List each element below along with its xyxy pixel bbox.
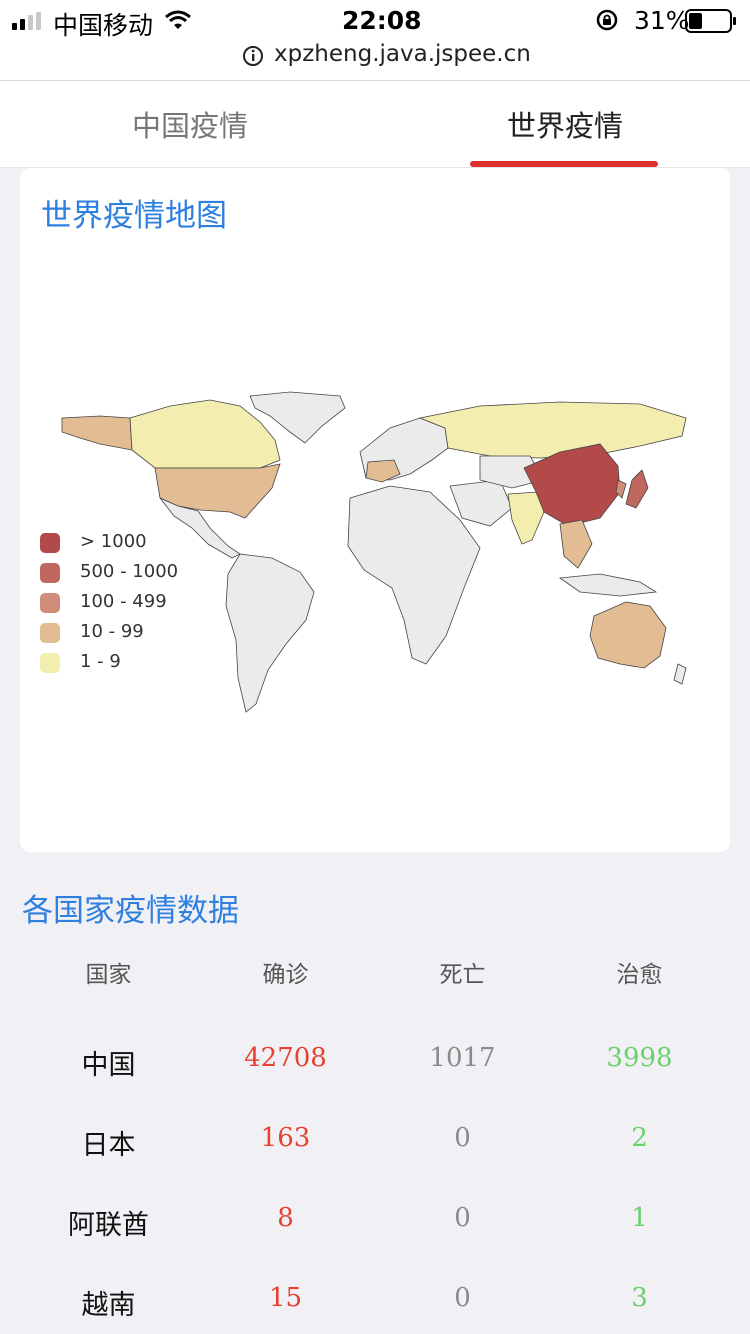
- header-cured: 治愈: [616, 962, 663, 988]
- map-region-greenland: [249, 391, 346, 444]
- carrier-name: 中国移动: [53, 11, 154, 40]
- active-tab-indicator: [470, 161, 658, 167]
- map-region-alaska: [61, 415, 133, 451]
- map-region-australia: [589, 601, 667, 669]
- legend-label: 10 - 99: [80, 621, 144, 642]
- cell-cured: 1: [631, 1203, 648, 1233]
- cell-country: 中国: [81, 1050, 136, 1081]
- map-region-indonesia: [558, 573, 658, 597]
- cell-deaths: 1017: [429, 1043, 496, 1073]
- map-region-china: [523, 443, 621, 527]
- map-region-south-america: [225, 553, 315, 713]
- legend-swatch: [40, 653, 60, 673]
- cell-confirmed: 163: [260, 1123, 311, 1153]
- cell-cured: 3998: [606, 1043, 673, 1073]
- battery-icon: [685, 9, 736, 33]
- map-region-southeast-asia: [559, 519, 593, 569]
- region-tabs: 中国疫情 世界疫情: [0, 81, 750, 168]
- cell-deaths: 0: [454, 1283, 471, 1313]
- cell-cured: 3: [631, 1283, 648, 1313]
- cell-country: 日本: [81, 1130, 136, 1161]
- map-region-africa: [347, 485, 481, 665]
- cell-deaths: 0: [454, 1203, 471, 1233]
- map-region-new-zealand: [673, 663, 687, 685]
- legend-label: > 1000: [80, 531, 147, 552]
- legend-swatch: [40, 593, 60, 613]
- url-text[interactable]: xpzheng.java.jspee.cn: [274, 41, 531, 67]
- country-data-title: 各国家疫情数据: [22, 893, 239, 929]
- battery-percent: 31%: [634, 6, 690, 35]
- legend-label: 1 - 9: [80, 651, 121, 672]
- info-icon[interactable]: [242, 45, 264, 67]
- map-region-russia: [418, 401, 687, 459]
- cell-confirmed: 8: [277, 1203, 294, 1233]
- cell-country: 阿联酋: [68, 1210, 149, 1241]
- header-deaths: 死亡: [439, 962, 486, 988]
- world-map[interactable]: [60, 388, 690, 718]
- legend-label: 100 - 499: [80, 591, 167, 612]
- map-region-canada: [129, 399, 281, 469]
- map-region-japan: [625, 469, 649, 509]
- cell-confirmed: 15: [268, 1283, 303, 1313]
- legend-label: 500 - 1000: [80, 561, 179, 582]
- status-bar: 中国移动 22:08 31%: [0, 0, 750, 40]
- tab-china[interactable]: 中国疫情: [132, 109, 249, 143]
- legend-swatch: [40, 533, 60, 553]
- header-country: 国家: [85, 962, 132, 988]
- map-title: 世界疫情地图: [41, 198, 227, 234]
- address-bar[interactable]: xpzheng.java.jspee.cn: [0, 40, 750, 81]
- header-confirmed: 确诊: [262, 962, 309, 988]
- cell-cured: 2: [631, 1123, 648, 1153]
- clock: 22:08: [342, 6, 422, 35]
- map-region-india: [507, 491, 545, 545]
- map-region-korea: [615, 479, 627, 499]
- world-map-card: 世界疫情地图: [20, 168, 730, 852]
- wifi-icon: [165, 10, 191, 29]
- signal-icon: [12, 12, 41, 30]
- legend-swatch: [40, 563, 60, 583]
- tab-world[interactable]: 世界疫情: [507, 109, 624, 143]
- legend-swatch: [40, 623, 60, 643]
- map-region-west-europe: [365, 459, 401, 483]
- rotation-lock-icon: [596, 9, 618, 31]
- cell-confirmed: 42708: [244, 1043, 327, 1073]
- cell-deaths: 0: [454, 1123, 471, 1153]
- cell-country: 越南: [81, 1290, 136, 1321]
- map-region-central-asia: [479, 455, 545, 489]
